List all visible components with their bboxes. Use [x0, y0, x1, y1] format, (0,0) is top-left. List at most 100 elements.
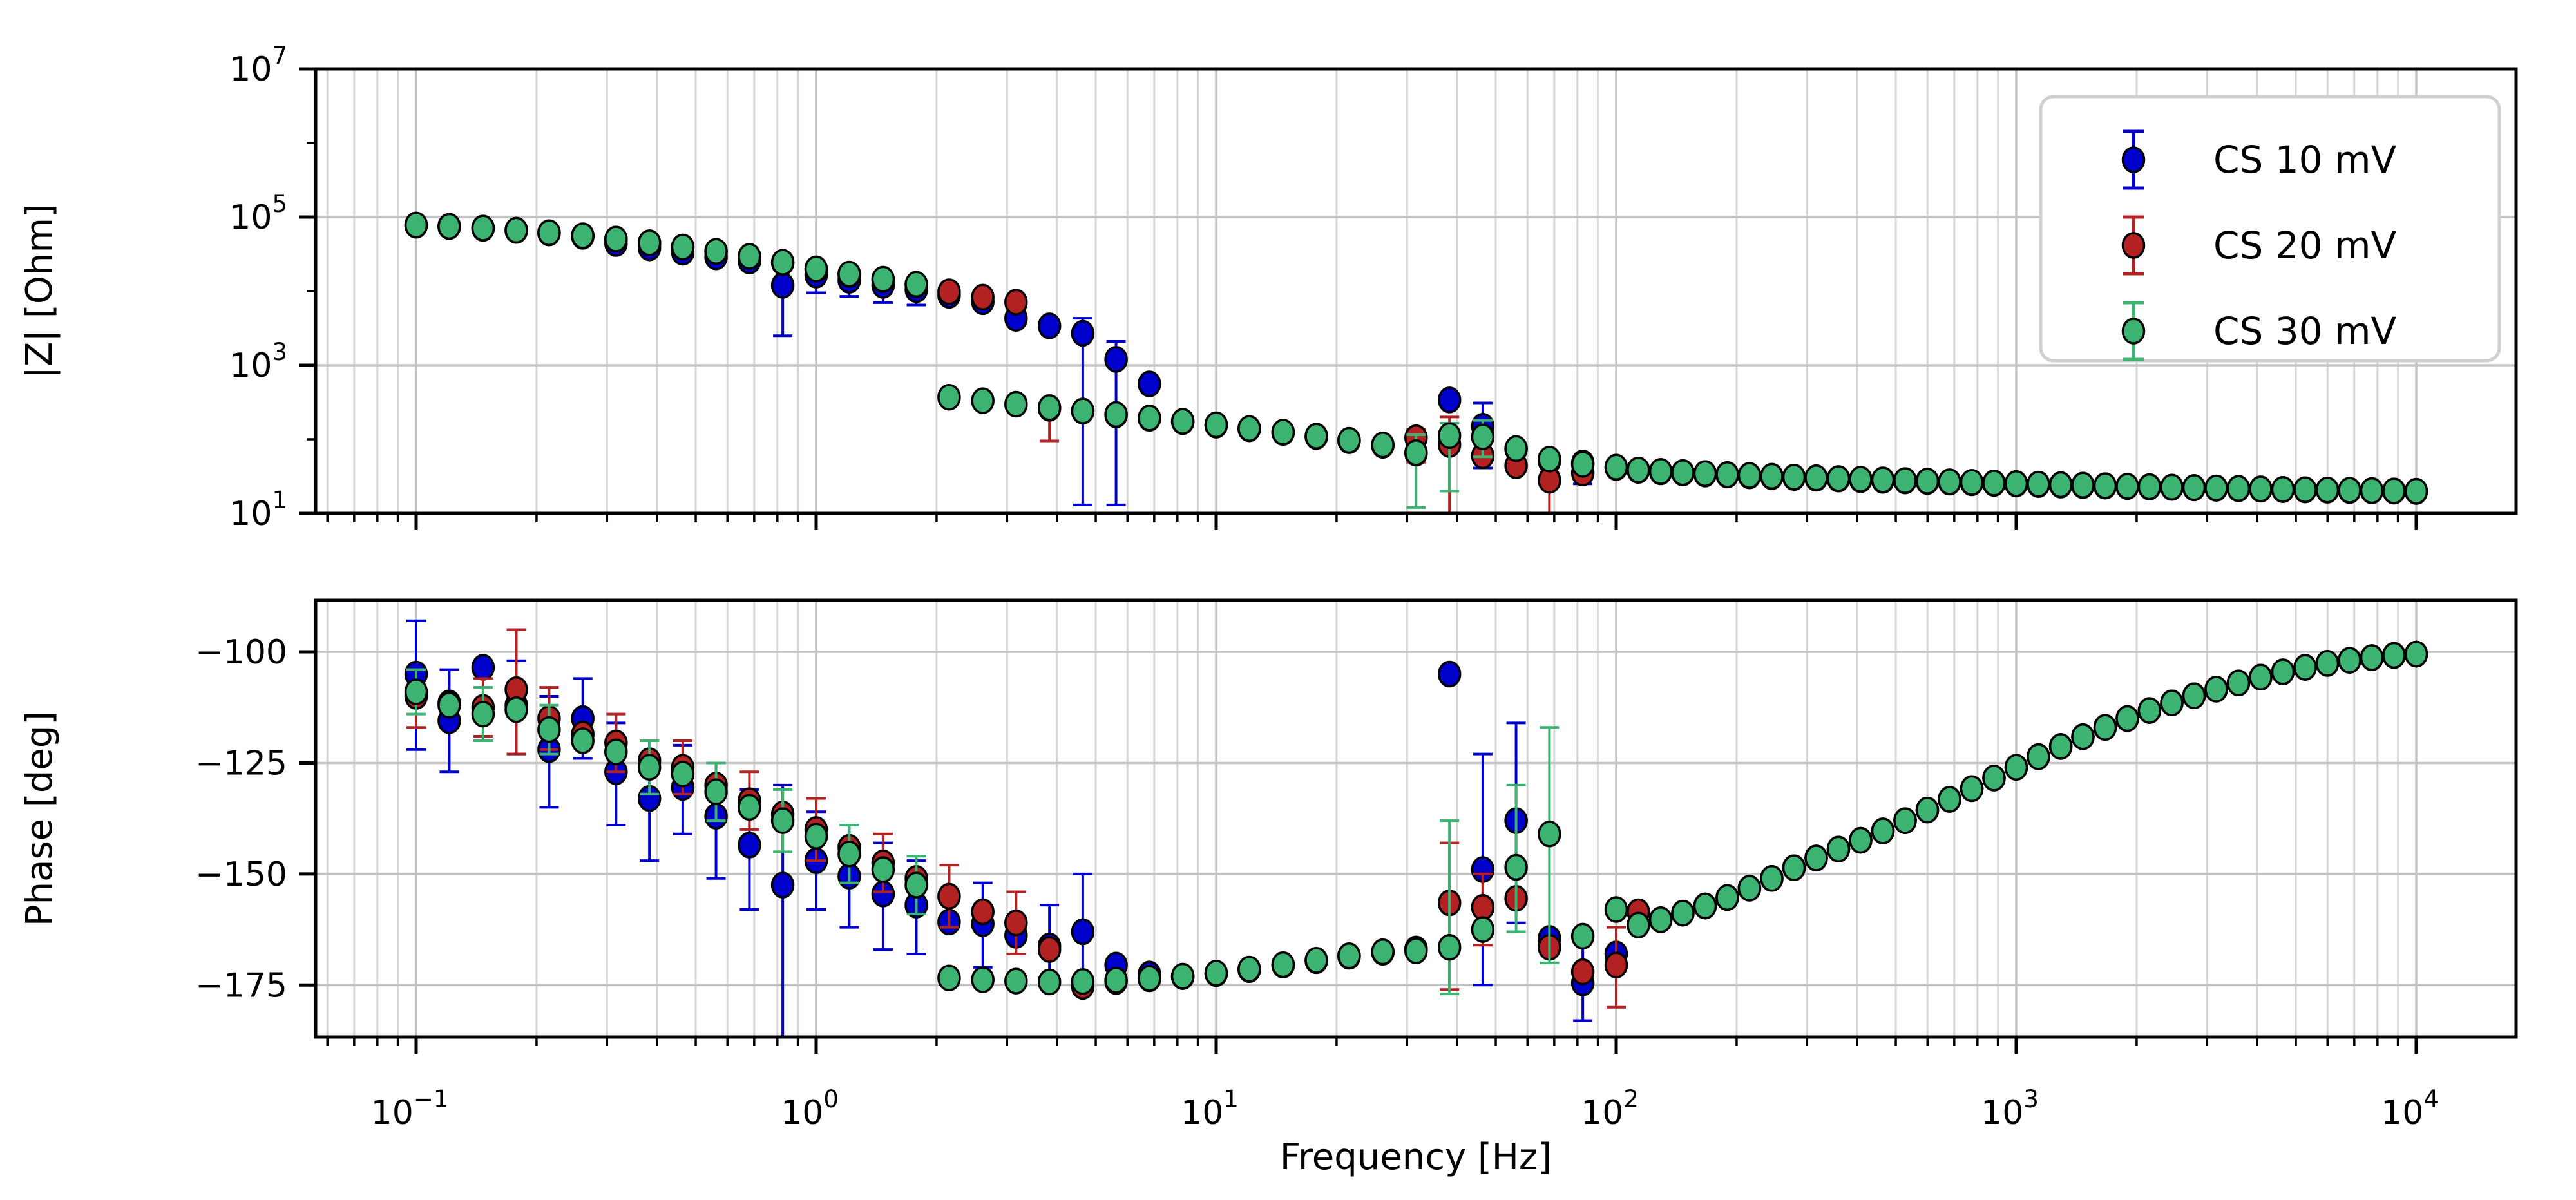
data-point [1004, 289, 1028, 316]
x-tick-label: 101 [1181, 1085, 1239, 1132]
data-point [2004, 754, 2028, 781]
data-point [2271, 475, 2295, 503]
legend: CS 10 mV CS 20 mV CS 30 mV [2039, 95, 2501, 363]
data-point [937, 882, 961, 910]
data-point [604, 225, 628, 252]
data-point [1471, 893, 1495, 921]
data-point [704, 238, 728, 265]
data-point [2226, 669, 2251, 697]
data-point [1982, 765, 2006, 792]
data-point [1071, 918, 1095, 946]
legend-marker-icon [2121, 146, 2146, 173]
data-point [1538, 821, 1561, 848]
data-point [1893, 467, 1917, 494]
data-point [1271, 951, 1295, 978]
impedance-ytick-label: 105 [229, 190, 287, 237]
data-point [971, 283, 995, 311]
data-point [804, 255, 828, 283]
data-point [637, 754, 662, 781]
data-point [1071, 397, 1095, 424]
data-point [1715, 884, 1739, 911]
data-point [1570, 958, 1595, 986]
data-point [770, 871, 795, 899]
data-point [2382, 642, 2406, 669]
data-point [1627, 911, 1650, 938]
data-point [971, 387, 995, 414]
data-point [2071, 723, 2095, 750]
phase-ytick-label: −175 [195, 966, 287, 1005]
data-point [1938, 786, 1961, 813]
data-point [1849, 826, 1873, 854]
data-point [1604, 896, 1628, 923]
data-point [1104, 346, 1128, 373]
data-point [2360, 644, 2384, 671]
data-point [804, 823, 828, 850]
data-point [1471, 423, 1495, 450]
data-point [1849, 466, 1873, 493]
data-point [471, 700, 495, 728]
data-point [2071, 471, 2095, 499]
data-point [2338, 647, 2361, 674]
data-point [1671, 899, 1695, 927]
data-point [937, 278, 961, 305]
data-point [2048, 471, 2073, 499]
data-point [404, 211, 428, 239]
data-point [2293, 654, 2317, 681]
data-point [1138, 370, 1161, 397]
data-point [2271, 658, 2295, 685]
data-point [1337, 942, 1361, 969]
data-point [1437, 386, 1462, 414]
data-point [704, 778, 728, 806]
data-point [1915, 796, 1940, 824]
data-point [2293, 476, 2317, 503]
data-point [1071, 319, 1095, 347]
data-point [738, 794, 761, 821]
data-point [1170, 962, 1195, 990]
legend-item: CS 20 mV [2121, 215, 2396, 276]
data-point [1871, 466, 1895, 493]
data-point [1138, 965, 1161, 992]
data-point [471, 654, 495, 681]
data-point [1404, 439, 1428, 466]
data-point [770, 249, 795, 276]
data-point [1915, 468, 1940, 495]
data-point [1782, 463, 1806, 491]
data-point [937, 964, 961, 992]
data-point [1960, 469, 1984, 496]
series-cs-30-mv [404, 640, 2428, 996]
data-point [1104, 401, 1128, 428]
data-point [1337, 426, 1361, 454]
data-point [1404, 937, 1428, 964]
data-point [1604, 453, 1628, 481]
x-tick-label: 10−1 [371, 1085, 449, 1132]
data-point [1782, 854, 1806, 881]
data-point [2160, 689, 2184, 717]
data-point [770, 807, 795, 834]
phase-ytick-label: −125 [195, 744, 287, 783]
data-point [1204, 411, 1228, 439]
data-point [1570, 451, 1595, 478]
data-point [2137, 697, 2162, 724]
data-point [1648, 906, 1673, 933]
data-point [1737, 462, 1762, 489]
data-point [537, 219, 561, 247]
data-point [1504, 853, 1528, 881]
data-point [1138, 405, 1161, 432]
data-point [1237, 415, 1261, 442]
data-point [404, 678, 428, 705]
legend-marker-icon [2121, 232, 2146, 259]
data-point [2027, 743, 2050, 770]
phase-ytick-label: −150 [195, 855, 287, 894]
data-point [871, 856, 895, 883]
impedance-ytick-label: 103 [229, 338, 287, 385]
data-point [1304, 423, 1328, 450]
legend-item-label: CS 10 mV [2213, 138, 2396, 182]
data-point [2249, 475, 2273, 502]
data-point [871, 265, 895, 293]
data-point [1826, 465, 1851, 492]
data-point [671, 760, 695, 788]
data-point [1037, 312, 1062, 339]
data-point [1938, 468, 1961, 495]
data-point [1071, 968, 1095, 995]
